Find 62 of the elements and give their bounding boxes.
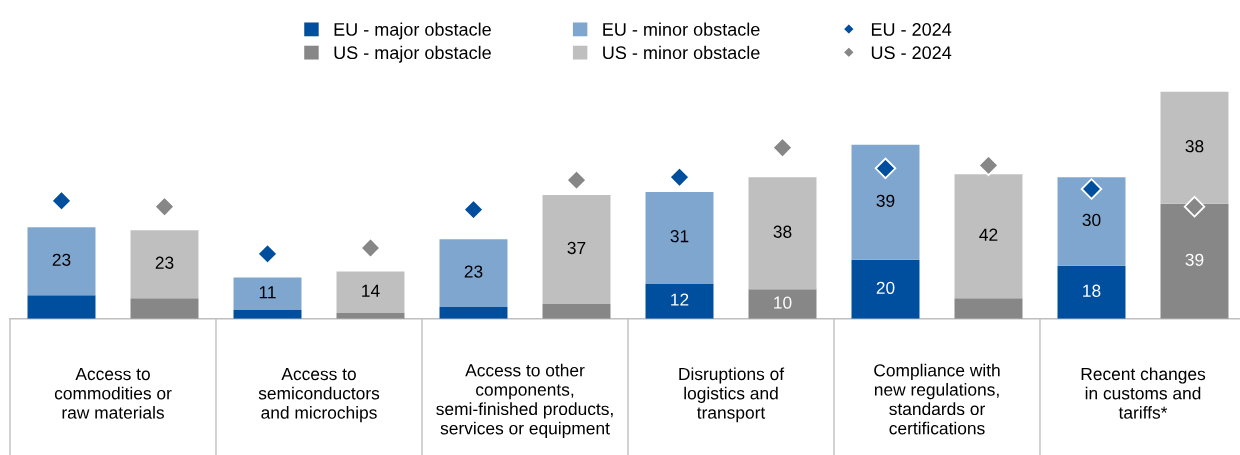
legend-label: US - major obstacle	[334, 45, 491, 63]
bar	[439, 307, 508, 319]
bar	[748, 177, 817, 290]
data-label: 18	[1083, 284, 1101, 297]
legend-label: US - 2024	[871, 46, 952, 60]
point	[153, 195, 176, 218]
data-label: 20	[876, 281, 895, 294]
legend-label: EU - minor obstacle	[603, 22, 760, 36]
bar	[130, 298, 199, 319]
data-label: 14	[362, 284, 380, 297]
x-tick-label: Compliance with new regulations, standards or certifications	[874, 363, 1000, 435]
data-label: 31	[670, 230, 689, 243]
data-label: 39	[876, 194, 895, 207]
point	[977, 154, 1000, 177]
x-tick-label: Access to semiconductors and microchips	[258, 368, 380, 423]
data-label: 38	[1185, 140, 1204, 153]
bar	[439, 239, 508, 307]
legend-label: EU - major obstacle	[334, 22, 491, 40]
bar	[27, 227, 96, 296]
point	[1183, 195, 1206, 218]
bar	[336, 271, 405, 313]
point	[50, 190, 73, 212]
point	[668, 166, 691, 188]
point	[874, 157, 897, 180]
data-label: 30	[1082, 213, 1101, 227]
point	[565, 169, 588, 191]
x-tick-label: Disruptions of logistics and transport	[679, 367, 785, 423]
bar	[542, 304, 611, 319]
point	[256, 243, 279, 265]
point	[359, 237, 382, 259]
point	[1080, 178, 1103, 200]
bar	[27, 295, 96, 319]
bar	[1160, 91, 1229, 204]
bar	[748, 289, 817, 319]
x-tick-label: Recent changes in customs and tariffs*	[1081, 367, 1206, 419]
bar	[954, 174, 1023, 299]
data-label: 10	[774, 296, 792, 309]
x-tick-label: Access to other components, semi-finished products, services or equipment	[436, 363, 613, 438]
bar	[233, 277, 302, 310]
bar	[851, 144, 920, 260]
bar	[645, 191, 714, 284]
data-label: 37	[567, 241, 586, 255]
data-label: 12	[671, 293, 689, 306]
bar	[130, 230, 199, 299]
point	[771, 136, 794, 159]
legend-label: EU - 2024	[871, 23, 952, 36]
data-label: 23	[464, 265, 483, 278]
data-label: 11	[259, 286, 276, 299]
legend-label: US - minor obstacle	[603, 45, 760, 60]
bar	[954, 298, 1023, 319]
x-tick-label: Access to commodities or raw materials	[54, 368, 172, 419]
data-label: 42	[979, 228, 998, 241]
data-label: 23	[155, 256, 174, 269]
bar	[1057, 177, 1126, 266]
data-label: 39	[1185, 253, 1204, 266]
point	[462, 198, 485, 221]
data-label: 23	[52, 253, 71, 266]
bar	[851, 259, 920, 319]
bar	[1057, 265, 1126, 319]
data-label: 38	[773, 225, 792, 238]
bar	[542, 194, 611, 305]
bar	[645, 283, 714, 319]
